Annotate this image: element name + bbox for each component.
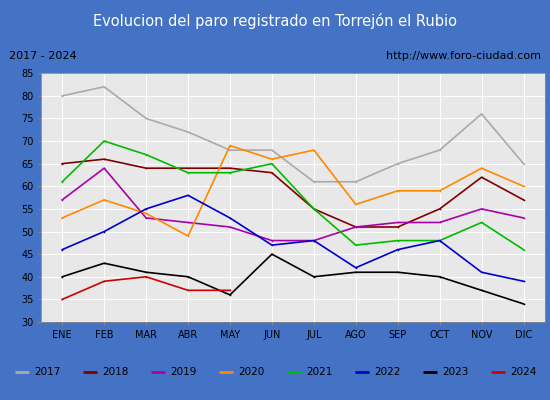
Text: 2023: 2023 bbox=[442, 367, 469, 377]
Text: 2017 - 2024: 2017 - 2024 bbox=[9, 51, 77, 61]
Text: 2022: 2022 bbox=[375, 367, 401, 377]
Text: Evolucion del paro registrado en Torrejón el Rubio: Evolucion del paro registrado en Torrejó… bbox=[93, 13, 457, 29]
Text: 2021: 2021 bbox=[306, 367, 333, 377]
Text: http://www.foro-ciudad.com: http://www.foro-ciudad.com bbox=[386, 51, 541, 61]
Text: 2024: 2024 bbox=[510, 367, 537, 377]
Text: 2018: 2018 bbox=[102, 367, 129, 377]
Text: 2019: 2019 bbox=[170, 367, 196, 377]
Text: 2020: 2020 bbox=[238, 367, 265, 377]
Text: 2017: 2017 bbox=[34, 367, 60, 377]
